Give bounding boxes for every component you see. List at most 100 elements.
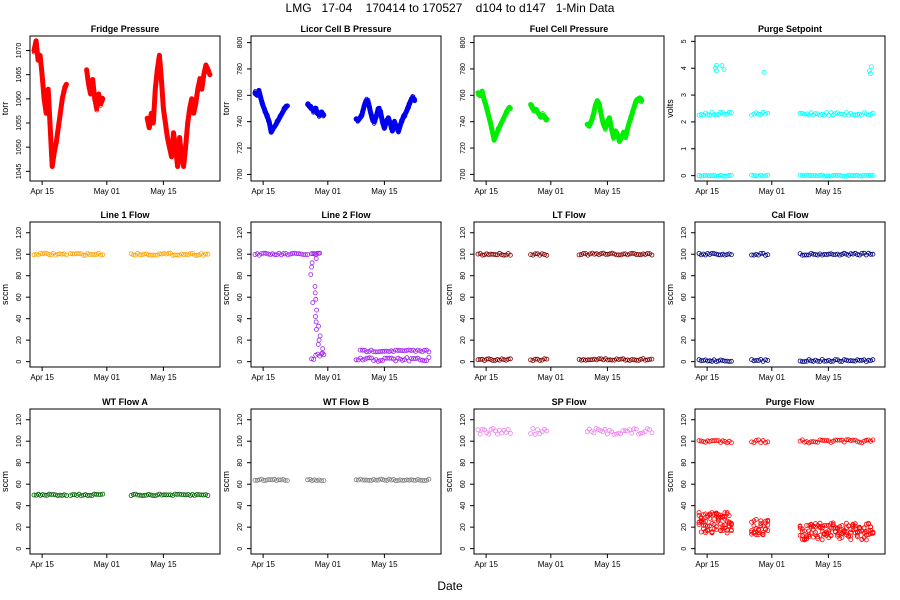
data-point [810,172,816,178]
data-point [802,359,807,365]
data-point [269,477,275,483]
data-point [763,527,768,532]
data-point [139,493,145,499]
data-point [160,90,165,95]
data-point [417,477,423,483]
data-point [855,252,860,257]
data-point [143,251,149,257]
data-point [316,477,322,483]
data-point [285,252,291,258]
data-point [402,113,408,119]
data-point [320,346,326,352]
x-tick-label: May 15 [371,560,398,569]
data-point [592,251,597,257]
data-point [844,530,849,535]
data-point [642,251,648,257]
data-point [319,478,324,484]
data-point [870,172,876,178]
y-tick-label: 120 [681,414,688,426]
data-point [729,172,734,178]
data-point [603,124,609,130]
data-point [720,438,726,444]
data-point [828,525,834,531]
data-point [184,127,190,133]
data-point [806,173,812,178]
data-point [830,252,836,258]
data-point [817,437,823,443]
data-point [749,529,754,535]
data-point [718,357,723,363]
data-point [629,357,635,362]
data-point [618,252,624,258]
data-point [159,83,164,89]
data-point [152,86,158,91]
data-point [802,111,807,117]
y-tick-label: 60 [460,293,467,301]
data-point [822,173,827,179]
data-point [506,106,511,111]
data-point [636,431,641,437]
data-point [718,109,723,115]
data-point [765,110,771,116]
data-point [309,478,315,483]
data-point [609,125,614,130]
data-point [835,437,840,443]
y-tick-label: 80 [460,272,467,280]
data-point [369,477,374,483]
data-point [496,126,501,131]
data-point [850,251,856,257]
data-point [195,87,200,93]
data-point [711,172,717,178]
data-point [868,358,874,364]
data-point [607,357,613,363]
data-point [362,356,368,362]
data-point [393,478,399,484]
data-point [592,110,597,115]
data-point [176,148,181,153]
panel-4: Purge Setpoint volts 0 1 2 3 4 5 Apr 15 May 01 May… [665,24,886,196]
data-point [181,252,187,257]
y-tick-label: 40 [237,315,244,323]
data-point [713,251,719,257]
data-point [696,112,702,118]
data-point [857,173,862,179]
panel-title: Line 1 Flow [100,210,150,220]
data-point [501,252,507,258]
data-point [536,112,541,117]
data-point [42,492,48,498]
data-point [375,358,381,364]
data-point [813,439,818,445]
data-point [616,252,622,258]
data-point [824,252,829,258]
data-point [765,528,771,533]
data-point [154,492,160,498]
data-point [846,358,851,364]
data-point [597,103,603,108]
data-point [173,145,178,150]
data-point [267,121,272,127]
data-point [296,251,302,257]
panel-title: Purge Setpoint [758,24,822,34]
data-point [307,477,313,482]
data-point [159,492,165,498]
data-point [205,66,211,71]
data-point [137,492,143,498]
data-point [388,355,394,361]
y-tick-label: 40 [681,315,688,323]
data-point [194,92,200,97]
data-point [54,135,60,141]
data-point [819,537,825,543]
data-point [490,358,496,363]
data-point [165,492,171,498]
data-point [422,358,427,364]
y-tick-label: 1065 [16,67,23,83]
data-point [358,114,364,120]
data-point [753,251,759,257]
data-point [857,111,862,117]
data-point [366,355,372,361]
panel-title: Purge Flow [766,397,816,407]
data-point [98,252,103,258]
data-point [532,356,538,362]
data-point [417,357,423,363]
data-point [724,510,730,515]
